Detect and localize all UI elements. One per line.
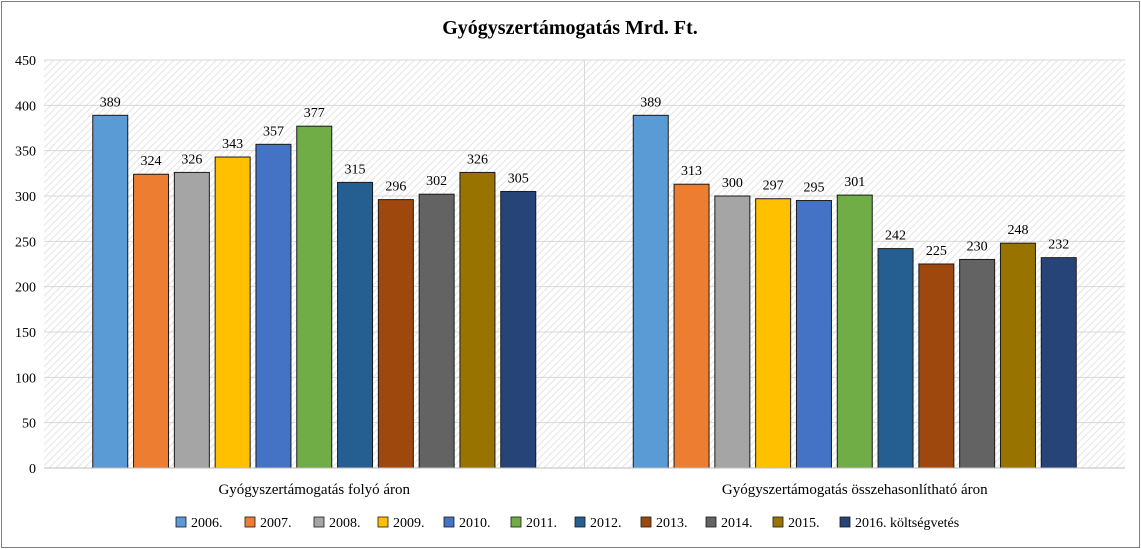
legend-label: 2016. költségvetés xyxy=(855,516,959,531)
x-axis: Gyógyszertámogatás folyó áron Gyógyszertá… xyxy=(44,467,1125,498)
bar xyxy=(133,173,170,469)
bar xyxy=(632,114,669,469)
legend-label: 2012. xyxy=(590,516,622,531)
bar xyxy=(959,258,996,469)
y-tick-label: 300 xyxy=(15,190,36,205)
y-tick-label: 450 xyxy=(15,54,36,69)
data-label: 248 xyxy=(1007,223,1028,238)
legend-label: 2006. xyxy=(191,516,223,531)
bar xyxy=(255,143,292,469)
legend-swatch xyxy=(839,516,851,528)
y-tick-label: 0 xyxy=(29,462,36,477)
legend-swatch xyxy=(705,516,717,528)
legend-item: 2012. xyxy=(574,516,622,531)
y-tick-label: 400 xyxy=(15,99,36,114)
bar xyxy=(214,156,251,469)
y-tick-label: 350 xyxy=(15,145,36,160)
data-label: 315 xyxy=(345,162,366,177)
bars xyxy=(92,114,1077,469)
value-labels: 389 324 326 343 357 377 315 296 302 326 305 389 313 3… xyxy=(100,95,1070,259)
data-label: 326 xyxy=(181,152,202,167)
bar xyxy=(337,181,374,469)
bar xyxy=(377,199,414,469)
data-label: 313 xyxy=(681,164,702,179)
data-label: 389 xyxy=(100,95,121,110)
legend-item: 2015. xyxy=(772,516,820,531)
legend-label: 2013. xyxy=(656,516,688,531)
data-label: 305 xyxy=(508,171,529,186)
legend: 2006. 2007. 2008. 2009. 2010. 2011. 2012. 2013.… xyxy=(175,516,959,531)
x-category-label: Gyógyszertámogatás összehasonlítható áro… xyxy=(722,482,988,498)
y-tick-label: 50 xyxy=(22,417,36,432)
legend-item: 2008. xyxy=(313,516,361,531)
y-tick-label: 250 xyxy=(15,235,36,250)
data-label: 242 xyxy=(885,229,906,244)
legend-label: 2015. xyxy=(788,516,820,531)
data-label: 343 xyxy=(222,137,243,152)
legend-swatch xyxy=(640,516,652,528)
bar xyxy=(500,190,537,469)
bar xyxy=(92,114,129,469)
legend-label: 2007. xyxy=(260,516,292,531)
legend-swatch xyxy=(772,516,784,528)
data-label: 297 xyxy=(763,179,784,194)
legend-item: 2011. xyxy=(510,516,557,531)
legend-item: 2013. xyxy=(640,516,688,531)
data-label: 302 xyxy=(426,174,447,189)
bar xyxy=(918,263,955,469)
y-tick-label: 100 xyxy=(15,371,36,386)
data-label: 377 xyxy=(304,106,325,121)
legend-swatch xyxy=(510,516,522,528)
data-label: 300 xyxy=(722,176,743,191)
legend-label: 2014. xyxy=(721,516,753,531)
x-category-label: Gyógyszertámogatás folyó áron xyxy=(218,482,410,498)
data-label: 296 xyxy=(385,180,406,195)
data-label: 326 xyxy=(467,152,488,167)
y-tick-label: 150 xyxy=(15,326,36,341)
legend-item: 2006. xyxy=(175,516,223,531)
data-label: 357 xyxy=(263,124,284,139)
data-label: 389 xyxy=(640,95,661,110)
legend-swatch xyxy=(244,516,256,528)
data-label: 232 xyxy=(1048,238,1069,253)
legend-swatch xyxy=(175,516,187,528)
bar xyxy=(173,171,210,469)
data-label: 301 xyxy=(844,175,865,190)
data-label: 324 xyxy=(141,154,162,169)
legend-label: 2010. xyxy=(459,516,491,531)
bar xyxy=(296,125,333,469)
y-axis: 0 50 100 150 200 250 300 350 400 450 xyxy=(15,54,36,477)
chart-title: Gyógyszertámogatás Mrd. Ft. xyxy=(442,17,698,39)
legend-label: 2011. xyxy=(526,516,557,531)
bar xyxy=(673,183,710,469)
bar xyxy=(418,193,455,469)
legend-swatch xyxy=(377,516,389,528)
bar xyxy=(755,198,792,469)
data-label: 295 xyxy=(803,181,824,196)
data-label: 225 xyxy=(926,244,947,259)
legend-label: 2009. xyxy=(393,516,425,531)
legend-swatch xyxy=(574,516,586,528)
bar xyxy=(714,195,751,469)
legend-item: 2010. xyxy=(443,516,491,531)
data-label: 230 xyxy=(967,239,988,254)
bar xyxy=(999,242,1036,469)
legend-swatch xyxy=(313,516,325,528)
legend-item: 2007. xyxy=(244,516,292,531)
legend-item: 2016. költségvetés xyxy=(839,516,959,531)
bar xyxy=(795,200,832,469)
bar xyxy=(1040,257,1077,469)
legend-label: 2008. xyxy=(329,516,361,531)
legend-swatch xyxy=(443,516,455,528)
bar xyxy=(877,248,914,469)
legend-item: 2014. xyxy=(705,516,753,531)
bar xyxy=(836,194,873,469)
bar xyxy=(459,171,496,469)
y-tick-label: 200 xyxy=(15,281,36,296)
legend-item: 2009. xyxy=(377,516,425,531)
